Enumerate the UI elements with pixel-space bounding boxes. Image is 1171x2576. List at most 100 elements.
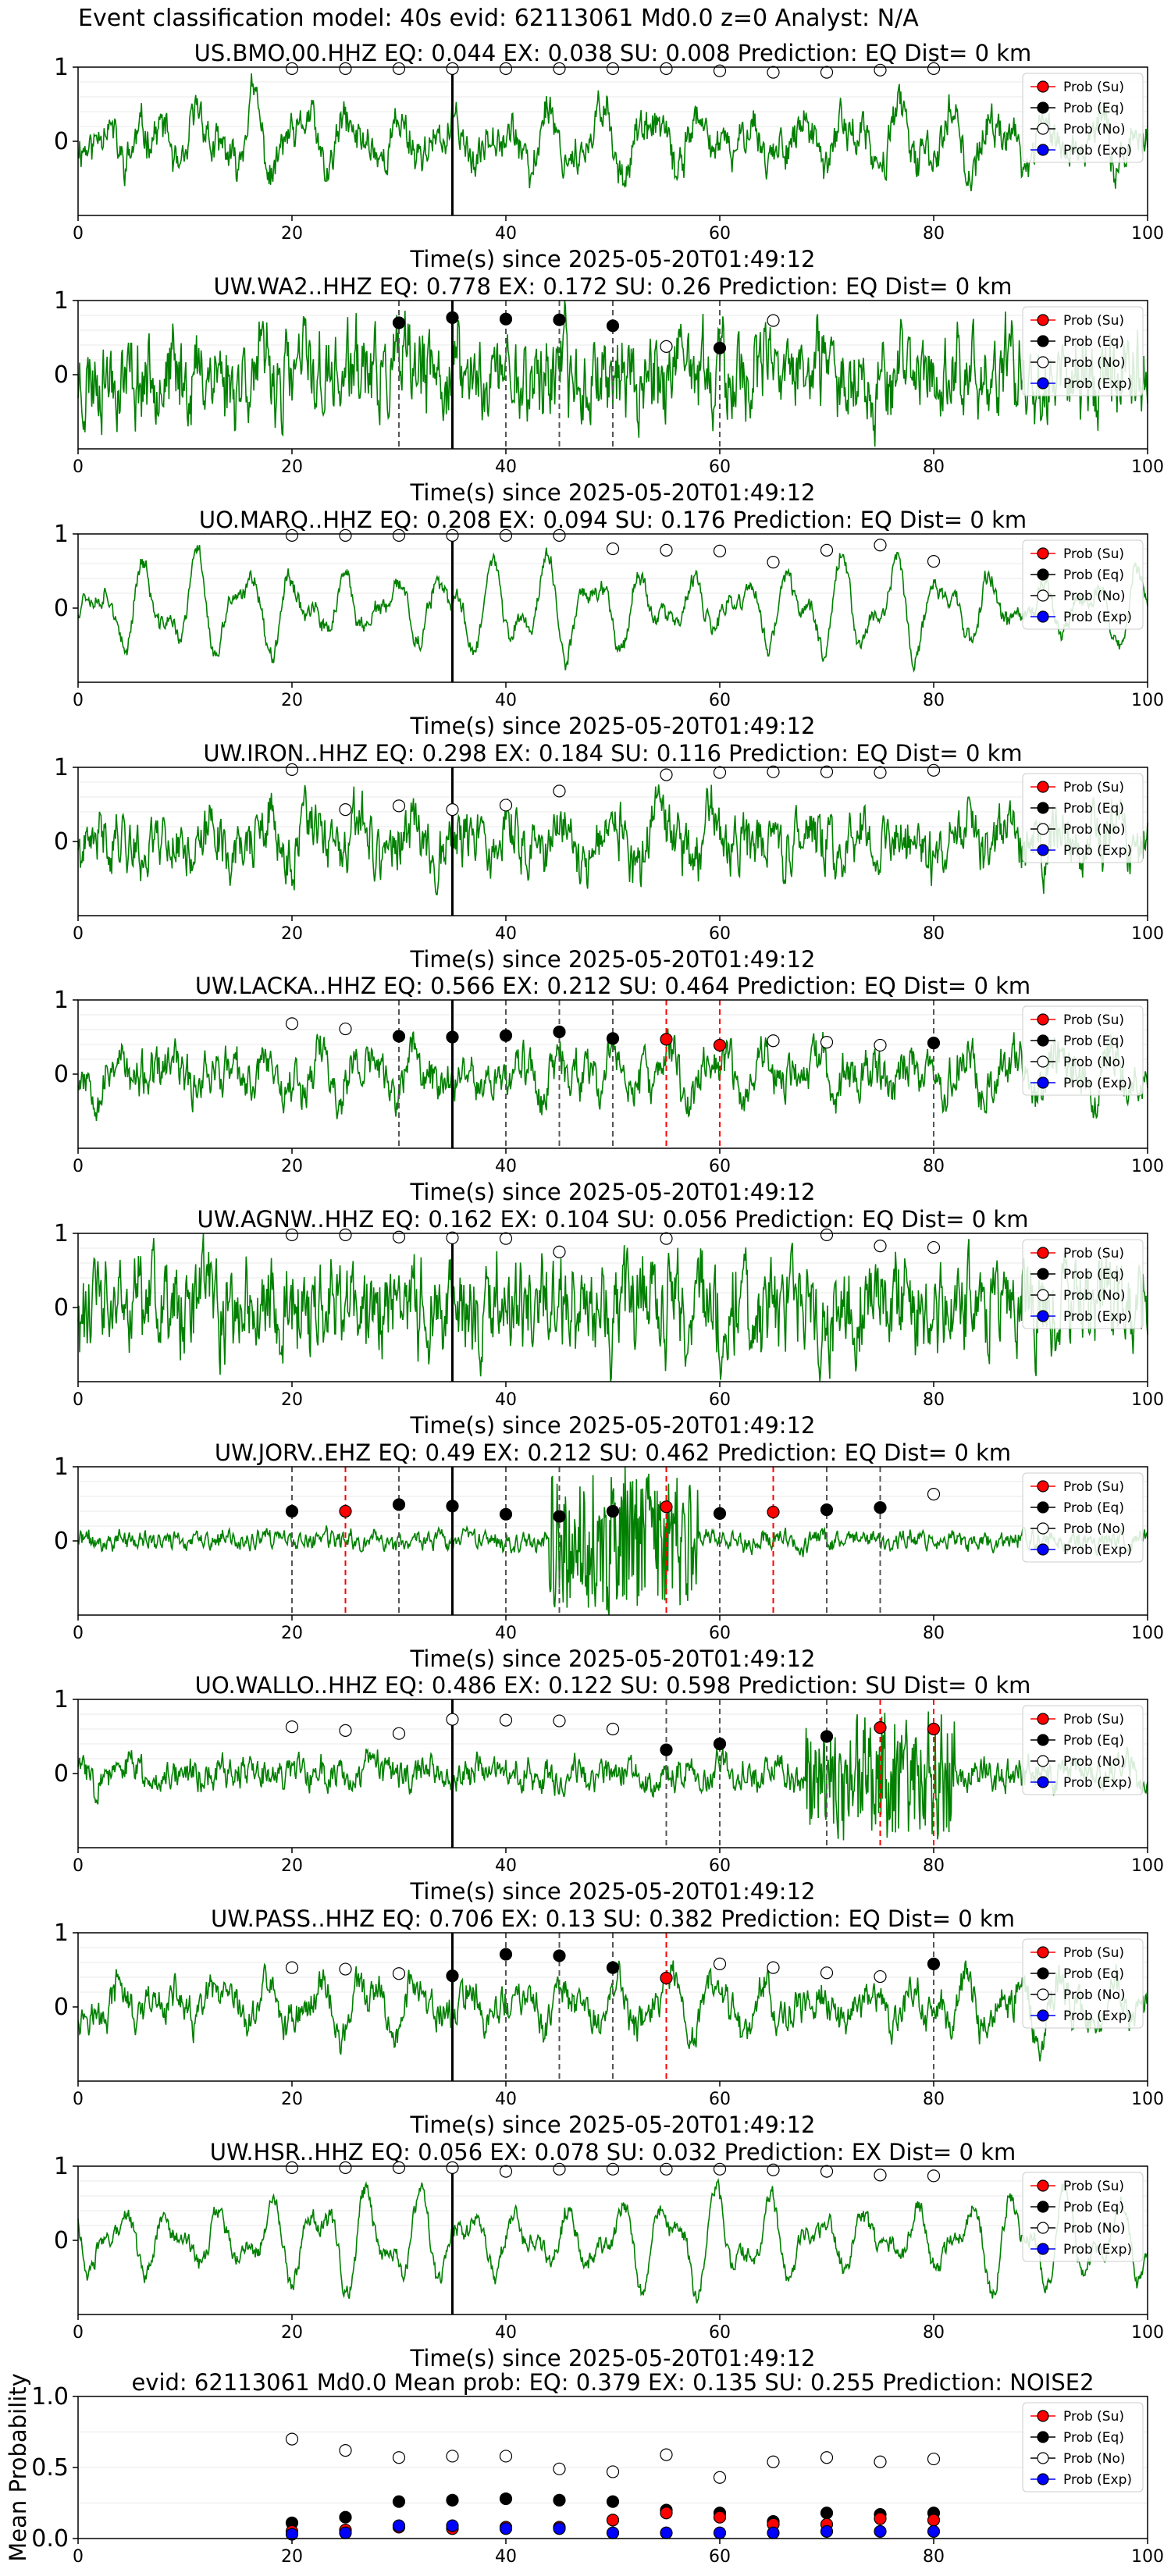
subplot-4: UW.IRON..HHZ EQ: 0.298 EX: 0.184 SU: 0.1…: [54, 740, 1164, 973]
x-tick-label: 60: [709, 224, 731, 244]
prob-marker-no: [285, 1228, 299, 1242]
mean-prob-marker-no: [392, 2451, 406, 2464]
legend-marker-su: [1037, 1713, 1049, 1725]
x-axis-label: Time(s) since 2025-05-20T01:49:12: [410, 946, 816, 973]
prob-marker-no: [660, 62, 673, 76]
prob-marker-no: [606, 542, 620, 556]
x-tick-label: 20: [281, 224, 303, 244]
x-tick-label: 60: [709, 2090, 731, 2109]
x-tick-label: 60: [709, 1624, 731, 1643]
subplot-title: UO.WALLO..HHZ EQ: 0.486 EX: 0.122 SU: 0.…: [195, 1672, 1031, 1699]
prob-marker-eq: [713, 1507, 727, 1520]
legend-label-su: Prob (Su): [1063, 1712, 1124, 1727]
x-tick-label: 0: [73, 457, 84, 477]
x-axis-label: Time(s) since 2025-05-20T01:49:12: [410, 2112, 816, 2138]
x-tick-label: 100: [1131, 1390, 1164, 1410]
prob-marker-no: [499, 62, 513, 76]
legend-marker-eq: [1037, 2201, 1049, 2213]
legend-label-exp: Prob (Exp): [1063, 2472, 1132, 2488]
x-tick-label: 40: [495, 1856, 517, 1876]
legend-box: [1022, 1239, 1144, 1329]
x-axis-label: Time(s) since 2025-05-20T01:49:12: [410, 2345, 816, 2371]
prob-marker-no: [767, 555, 780, 569]
x-tick-label: 0: [73, 2323, 84, 2343]
prob-marker-no: [339, 1724, 352, 1737]
prob-marker-no: [285, 763, 299, 776]
x-tick-label: 60: [709, 1157, 731, 1176]
legend-label-eq: Prob (Eq): [1063, 1733, 1124, 1749]
prob-marker-eq: [285, 1504, 299, 1518]
prob-marker-no: [874, 766, 887, 779]
prob-marker-eq: [392, 1498, 406, 1511]
legend-label-su: Prob (Su): [1063, 1479, 1124, 1495]
prob-marker-su: [874, 1721, 887, 1735]
prob-marker-su: [713, 1038, 727, 1052]
legend-marker-su: [1037, 2179, 1049, 2192]
legend-marker-eq: [1037, 335, 1049, 347]
legend-marker-no: [1037, 823, 1049, 835]
axes-frame: [77, 533, 1148, 683]
x-tick-label: 100: [1131, 924, 1164, 944]
x-tick-label: 40: [495, 1157, 517, 1176]
prob-marker-no: [446, 1231, 459, 1244]
x-tick-label: 60: [709, 457, 731, 477]
legend-label-su: Prob (Su): [1063, 2409, 1124, 2425]
mean-prob-marker-eq: [606, 2495, 620, 2508]
legend-label-su: Prob (Su): [1063, 1945, 1124, 1961]
legend-marker-exp: [1037, 1310, 1049, 1322]
prob-marker-no: [606, 2162, 620, 2176]
prob-marker-eq: [927, 1957, 941, 1970]
prob-marker-no: [767, 1034, 780, 1048]
x-tick-label: 80: [923, 2090, 945, 2109]
x-tick-label: 100: [1131, 691, 1164, 710]
x-tick-label: 100: [1131, 224, 1164, 244]
mean-prob-marker-no: [285, 2432, 299, 2446]
subplot-title: US.BMO.00.HHZ EQ: 0.044 EX: 0.038 SU: 0.…: [194, 40, 1032, 66]
prob-marker-eq: [820, 1503, 834, 1517]
x-tick-label: 80: [923, 2547, 945, 2567]
legend-marker-no: [1037, 1755, 1049, 1767]
prob-marker-eq: [606, 319, 620, 333]
prob-marker-no: [927, 763, 941, 777]
legend-box: [1022, 306, 1144, 397]
y-tick-label: 0: [54, 828, 69, 856]
legend: Prob (Su) Prob (Eq) Prob (No) Prob (Exp): [1022, 539, 1144, 630]
prob-marker-no: [660, 768, 673, 781]
mean-prob-marker-su: [927, 2514, 941, 2527]
legend-marker-no: [1037, 1289, 1049, 1301]
legend-label-eq: Prob (Eq): [1063, 1267, 1124, 1283]
y-tick-label: 0.0: [31, 2525, 69, 2553]
y-tick-label: 0.5: [31, 2454, 69, 2482]
x-tick-label: 80: [923, 2323, 945, 2343]
x-axis-label: Time(s) since 2025-05-20T01:49:12: [410, 246, 816, 272]
mean-prob-marker-no: [874, 2455, 887, 2468]
legend-marker-eq: [1037, 2431, 1049, 2443]
legend-box: [1022, 773, 1144, 863]
mean-prob-marker-exp: [660, 2526, 673, 2539]
x-tick-label: 60: [709, 2323, 731, 2343]
legend-marker-su: [1037, 1946, 1049, 1959]
mean-prob-marker-exp: [927, 2524, 941, 2538]
mean-prob-marker-no: [820, 2451, 834, 2464]
subplot-6: UW.AGNW..HHZ EQ: 0.162 EX: 0.104 SU: 0.0…: [54, 1206, 1164, 1439]
x-tick-label: 20: [281, 1624, 303, 1643]
mean-prob-marker-no: [339, 2444, 352, 2457]
prob-marker-su: [339, 1504, 352, 1518]
legend-marker-no: [1037, 2222, 1049, 2234]
legend: Prob (Su) Prob (Eq) Prob (No) Prob (Exp): [1022, 2402, 1144, 2492]
prob-marker-su: [767, 1505, 780, 1519]
prob-marker-eq: [606, 1961, 620, 1974]
y-tick-label: 1: [54, 1453, 69, 1481]
prob-marker-no: [446, 803, 459, 817]
legend: Prob (Su) Prob (Eq) Prob (No) Prob (Exp): [1022, 1239, 1144, 1329]
mean-prob-marker-su: [606, 2514, 620, 2527]
y-tick-label: 1: [54, 2153, 69, 2180]
legend-marker-no: [1037, 123, 1049, 135]
legend-label-no: Prob (No): [1063, 1521, 1126, 1537]
x-tick-label: 80: [923, 224, 945, 244]
legend-label-no: Prob (No): [1063, 822, 1126, 838]
figure-title: Event classification model: 40s evid: 62…: [78, 5, 919, 32]
legend-label-eq: Prob (Eq): [1063, 101, 1124, 116]
x-tick-label: 40: [495, 2090, 517, 2109]
